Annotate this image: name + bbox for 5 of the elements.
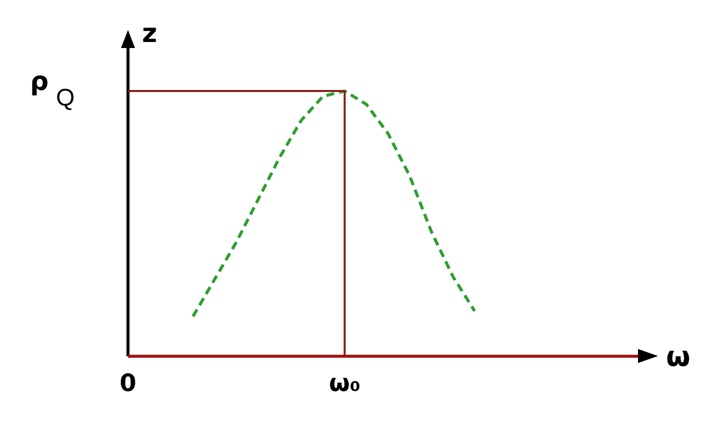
x-tick-label: ω₀ — [328, 368, 360, 397]
y-axis-title: z — [142, 19, 158, 49]
ref-line-label: ρQ — [30, 66, 75, 112]
x-axis-title: ω — [666, 340, 690, 374]
x-tick-label: 0 — [120, 368, 136, 397]
